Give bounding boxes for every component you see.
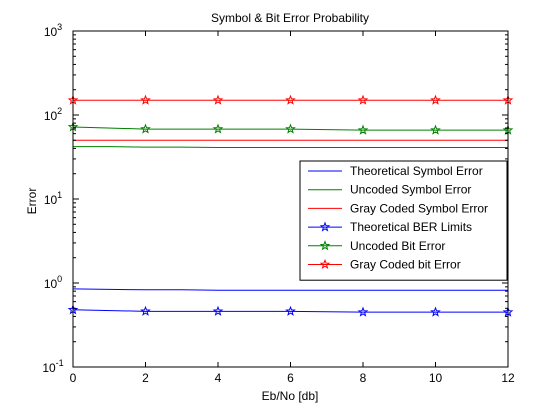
x-tick-label: 6	[287, 371, 294, 385]
series-0	[72, 288, 508, 291]
data-point-marker	[430, 306, 441, 317]
legend-item: Gray Coded bit Error	[308, 258, 461, 272]
x-tick-label: 4	[215, 371, 222, 385]
legend-label: Uncoded Bit Error	[350, 239, 445, 253]
series-line	[73, 146, 508, 149]
legend-marker	[319, 258, 331, 270]
series-line	[72, 288, 508, 291]
y-tick-label: 100	[44, 274, 62, 291]
x-tick-label: 10	[429, 371, 443, 385]
y-tick-label: 101	[44, 190, 62, 207]
data-point-marker	[285, 94, 296, 105]
legend: Theoretical Symbol Error Uncoded Symbol E…	[299, 160, 508, 281]
data-point-marker	[212, 305, 224, 316]
y-axis-label: Error	[25, 188, 39, 215]
legend-marker	[319, 221, 331, 232]
legend-item: Theoretical BER Limits	[308, 220, 472, 234]
legend-label: Gray Coded bit Error	[350, 258, 461, 272]
legend-marker	[319, 240, 331, 251]
legend-label: Gray Coded Symbol Error	[350, 201, 488, 215]
data-point-marker	[430, 94, 441, 105]
data-point-marker	[140, 94, 151, 105]
data-point-marker	[285, 123, 296, 134]
legend-item: Uncoded Symbol Error	[308, 183, 471, 197]
legend-box	[299, 160, 508, 281]
series-line	[72, 126, 508, 131]
legend-item: Theoretical Symbol Error	[308, 164, 483, 178]
legend-label: Uncoded Symbol Error	[350, 183, 471, 197]
x-tick-label: 8	[360, 371, 367, 385]
y-tick-label: 103	[44, 22, 62, 39]
legend-label: Theoretical BER Limits	[350, 220, 472, 234]
x-tick-label: 0	[70, 371, 77, 385]
data-point-marker	[212, 94, 224, 105]
legend-item: Gray Coded Symbol Error	[308, 201, 488, 215]
y-tick-label: 10-1	[42, 358, 63, 375]
axes-box	[72, 30, 509, 368]
data-point-marker	[357, 94, 369, 105]
series-1	[73, 146, 508, 149]
x-axis-label: Eb/No [db]	[262, 389, 319, 403]
data-point-marker	[212, 123, 224, 134]
chart-title: Symbol & Bit Error Probability	[211, 11, 369, 25]
data-point-marker	[357, 124, 369, 135]
data-point-marker	[430, 124, 441, 135]
data-point-marker	[140, 123, 151, 134]
data-point-marker	[140, 305, 151, 316]
legend-item: Uncoded Bit Error	[308, 239, 445, 253]
x-tick-label: 2	[142, 371, 149, 385]
data-point-marker	[285, 305, 296, 316]
y-tick-label: 102	[44, 106, 62, 123]
series-line	[72, 309, 508, 313]
x-tick-label: 12	[501, 371, 515, 385]
series-3	[67, 304, 514, 317]
legend-label: Theoretical Symbol Error	[350, 164, 483, 178]
data-point-marker	[357, 306, 369, 317]
